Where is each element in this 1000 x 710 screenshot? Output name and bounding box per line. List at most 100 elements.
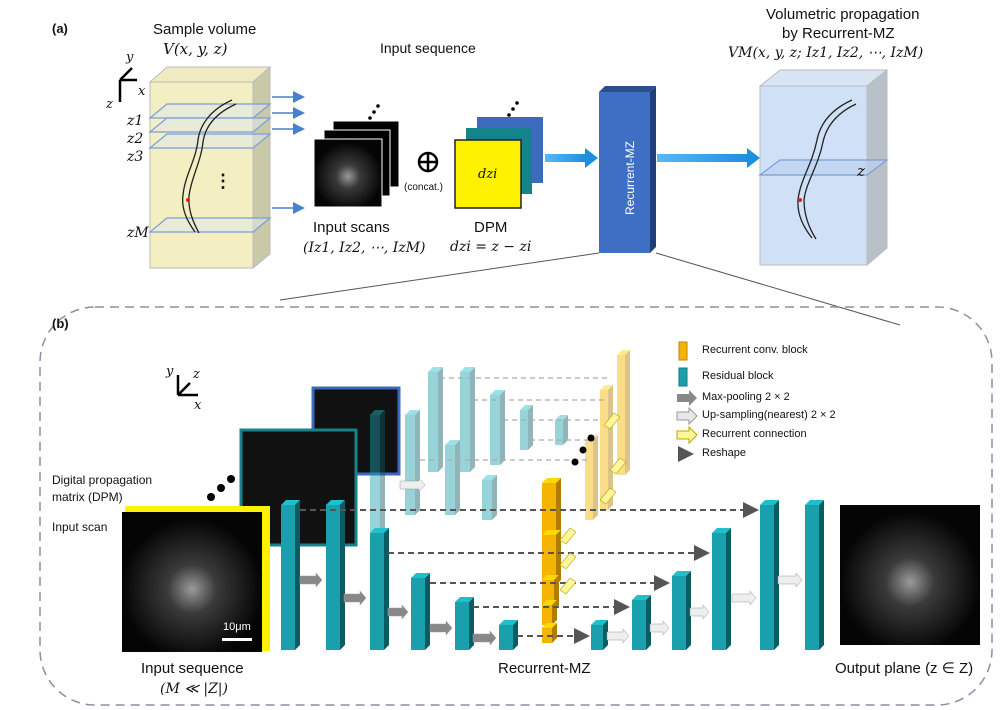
- residual-block-faded: [490, 390, 505, 465]
- residual-block: [712, 528, 731, 650]
- recurrent-conv-block: [542, 478, 561, 543]
- residual-block: [805, 500, 824, 650]
- ellipsis-dot: [579, 446, 587, 454]
- axis-x-a: x: [138, 84, 146, 99]
- output-plane-label: Output plane (z ∈ Z): [835, 660, 974, 677]
- recurrent-connection-arrow: [599, 487, 617, 505]
- axes-a: [118, 67, 137, 102]
- max-pooling-arrow: [299, 572, 323, 588]
- recurrent-mz-block-a: [599, 86, 656, 253]
- residual-block: [499, 620, 518, 650]
- axis-z-b: z: [193, 367, 200, 382]
- output-formula: VM(x, y, z; Iz1, Iz2, ⋯, IzM): [728, 45, 924, 61]
- legend-max-pooling: Max-pooling 2 × 2: [702, 391, 790, 403]
- network-label-b: Recurrent-MZ: [498, 660, 591, 677]
- residual-block-faded: [445, 440, 460, 515]
- axis-z-a: z: [106, 97, 113, 112]
- axis-x-b: x: [194, 398, 202, 413]
- legend-recurrent-conv-block: Recurrent conv. block: [702, 344, 808, 356]
- axis-y-line-a: [119, 67, 133, 81]
- panel-b-label: (b): [52, 316, 69, 331]
- dpm-formula: dzi = z − zi: [450, 239, 532, 255]
- max-pooling-arrow: [429, 620, 453, 636]
- axes-b: [176, 375, 198, 397]
- up-sampling-arrow: [689, 604, 710, 620]
- residual-block: [591, 620, 608, 650]
- sample-volume-formula: V(x, y, z): [163, 40, 228, 58]
- panel-b-frame: [39, 306, 993, 706]
- max-pooling-arrow: [472, 630, 497, 646]
- ellipsis-dot: [587, 434, 595, 442]
- legend-icons: [676, 341, 698, 462]
- dpm-line2: matrix (DPM): [52, 490, 123, 504]
- recurrent-conv-block: [542, 623, 557, 643]
- residual-block: [632, 595, 651, 650]
- slice-label-z3: z3: [127, 149, 144, 165]
- input-stack-b: [122, 386, 401, 652]
- recurrent-connection-arrow: [559, 577, 577, 595]
- residual-block: [411, 573, 430, 650]
- scale-bar-line: [222, 638, 252, 641]
- sample-volume-box: [148, 65, 272, 270]
- recurrent-block-faded: [617, 350, 630, 475]
- up-sampling-arrow: [731, 590, 757, 606]
- input-scans-stack: [313, 104, 400, 208]
- recurrent-connection-arrow: [609, 457, 627, 475]
- output-title-line1: Volumetric propagation: [766, 6, 920, 23]
- dpm-line1: Digital propagation: [52, 473, 153, 487]
- recurrent-connection-arrow: [559, 527, 577, 545]
- legend-up-sampling: Up-sampling(nearest) 2 × 2: [702, 409, 836, 421]
- input-scan-label: Input scan: [52, 520, 108, 534]
- input-scans-formula: (Iz1, Iz2, ⋯, IzM): [303, 240, 426, 256]
- recurrent-conv-block: [542, 600, 557, 625]
- max-pooling-arrow: [387, 604, 409, 620]
- residual-block: [281, 500, 300, 650]
- residual-block-faded: [460, 367, 475, 472]
- concat-label: (concat.): [404, 182, 443, 193]
- dzi-label: dzi: [478, 167, 498, 182]
- up-sampling-arrow: [399, 477, 426, 493]
- dpm-stack: [454, 101, 543, 209]
- output-title-line2: by Recurrent-MZ: [782, 25, 895, 42]
- network-label-a: Recurrent-MZ: [623, 140, 637, 215]
- residual-block: [455, 597, 474, 650]
- slice-label-z1: z1: [127, 113, 144, 129]
- up-sampling-arrow: [777, 572, 803, 588]
- legend-residual-block: Residual block: [702, 370, 774, 382]
- zoom-lines: [279, 252, 901, 326]
- up-sampling-arrow: [649, 620, 670, 636]
- max-pooling-arrow: [343, 590, 367, 606]
- recurrent-connection-arrow: [603, 412, 621, 430]
- residual-block-faded: [428, 367, 443, 472]
- slice-ellipsis: ⋮: [214, 171, 232, 191]
- residual-block: [326, 500, 345, 650]
- scale-bar-label: 10μm: [223, 621, 251, 633]
- legend-reshape: Reshape: [702, 447, 747, 459]
- panel-a-label: (a): [52, 21, 68, 36]
- output-z-label: z: [857, 162, 865, 180]
- sample-volume-title: Sample volume: [153, 21, 257, 38]
- dpm-label: DPM: [474, 219, 508, 236]
- input-sequence-cond: (M ≪ |Z|): [160, 681, 228, 697]
- residual-block: [370, 528, 389, 650]
- recurrent-block-faded: [585, 435, 598, 520]
- input-scans-label: Input scans: [313, 219, 390, 236]
- output-image: [840, 505, 980, 645]
- recurrent-conv-block: [542, 530, 561, 585]
- residual-block: [760, 500, 779, 650]
- output-volume-box: [758, 68, 889, 267]
- concat-symbol: [417, 151, 439, 173]
- recurrent-connection-arrow: [559, 552, 577, 570]
- legend-recurrent-connection: Recurrent connection: [702, 428, 807, 440]
- residual-block-faded: [520, 405, 533, 450]
- residual-block-faded: [370, 410, 385, 555]
- axis-y-a: y: [126, 50, 134, 65]
- input-sequence-title: Input sequence: [380, 40, 476, 56]
- input-sequence-label: Input sequence: [141, 660, 244, 677]
- residual-block: [672, 571, 691, 650]
- thick-arrows: [545, 148, 760, 168]
- slice-label-z2: z2: [127, 131, 144, 147]
- ellipsis-dot: [571, 458, 579, 466]
- up-sampling-arrow: [606, 628, 630, 644]
